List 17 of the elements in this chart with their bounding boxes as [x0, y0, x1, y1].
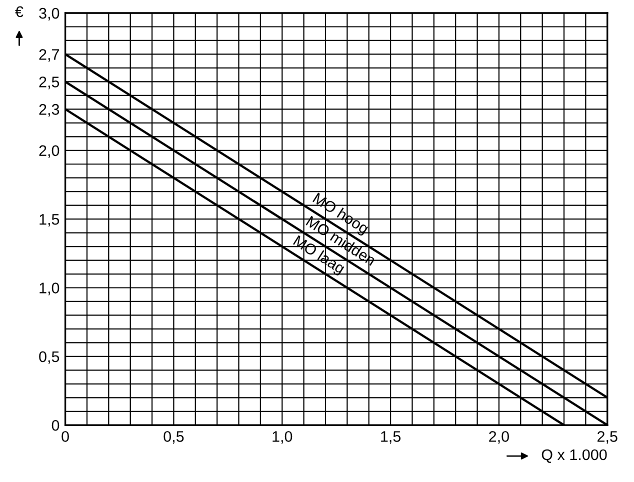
x-tick-label: 2,0	[489, 431, 509, 444]
y-tick-label: 1,5	[40, 214, 60, 227]
x-tick-label: 0	[62, 431, 69, 442]
y-tick-label: 3,0	[39, 8, 60, 21]
y-tick-label: 0,5	[39, 351, 60, 364]
y-tick-label: 1,0	[40, 282, 60, 296]
y-tick-label: 2,5	[39, 76, 60, 90]
x-tick-label: 2,5	[598, 431, 618, 444]
y-tick-label: 2,7	[39, 49, 59, 62]
x-tick-label: 1,5	[381, 431, 401, 444]
x-tick-label: 0,5	[164, 431, 184, 444]
y-tick-label: 0	[52, 420, 60, 431]
y-tick-label: 2,3	[39, 104, 60, 117]
y-tick-label: 2,0	[39, 145, 60, 158]
y-axis-title: €	[15, 6, 24, 18]
x-axis-title: Q x 1.000	[542, 449, 607, 463]
x-tick-label: 1,0	[272, 431, 292, 444]
